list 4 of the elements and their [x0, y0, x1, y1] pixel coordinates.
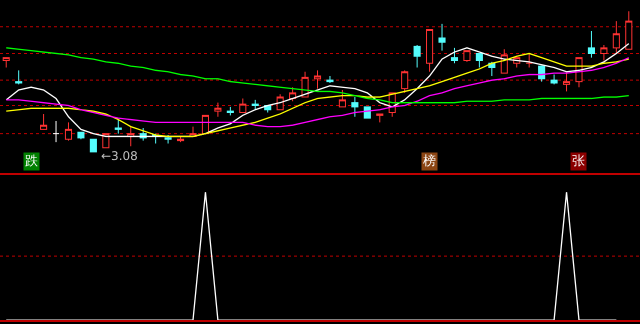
- x-tick-label: 张: [572, 154, 585, 169]
- annotation: ←3.08: [101, 149, 138, 163]
- x-tick-label: 跌: [25, 154, 38, 169]
- x-tick-label: 榜: [423, 154, 436, 169]
